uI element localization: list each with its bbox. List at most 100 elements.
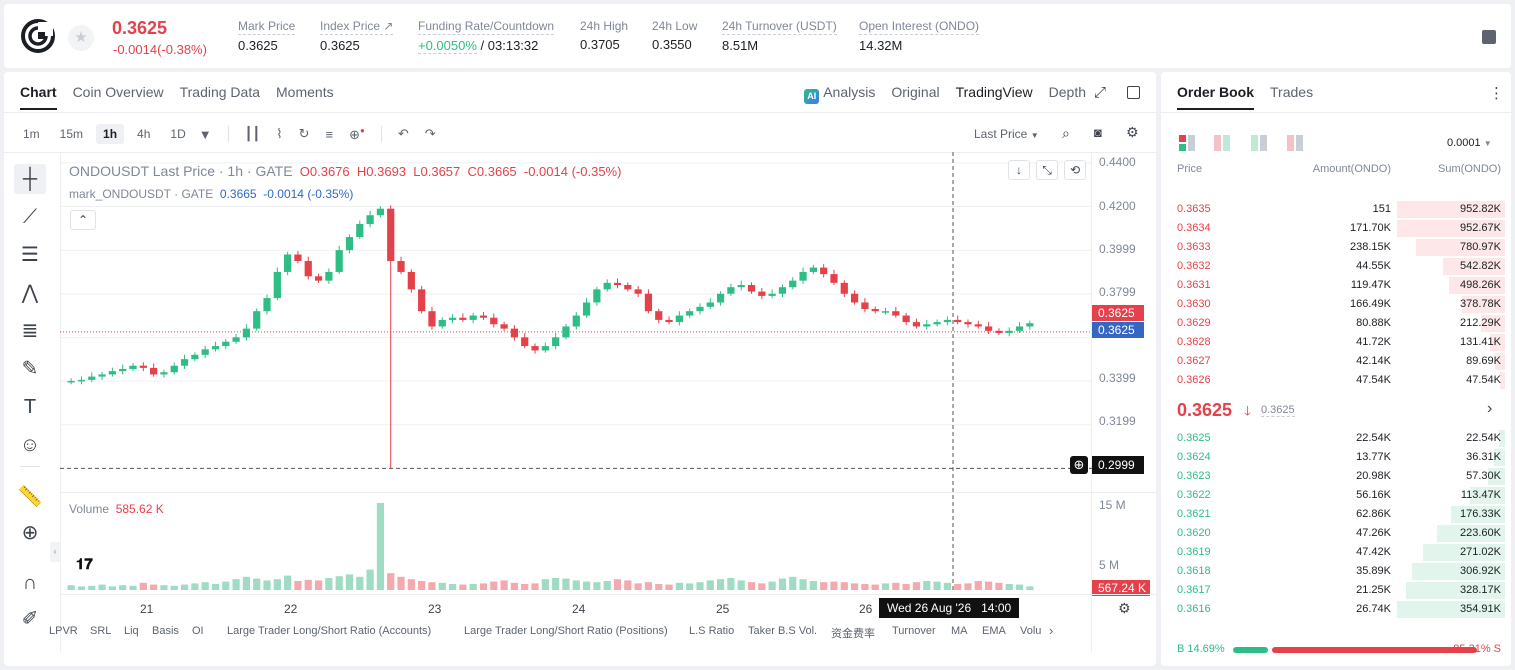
candlestick-chart[interactable] bbox=[60, 152, 1092, 592]
more-options-icon[interactable]: ⋮ bbox=[1489, 85, 1504, 102]
stat-label[interactable]: Funding Rate/Countdown bbox=[418, 19, 555, 35]
tab-tradingview[interactable]: TradingView bbox=[955, 84, 1033, 100]
timeframe-4h[interactable]: 4h bbox=[137, 127, 151, 141]
bid-row[interactable]: 0.3625 22.54K 22.54K bbox=[1161, 429, 1511, 448]
collapse-legend-button[interactable]: ⌃ bbox=[70, 210, 96, 230]
bid-row[interactable]: 0.3619 47.42K 271.02K bbox=[1161, 543, 1511, 562]
redo-icon[interactable]: ↷ bbox=[424, 126, 436, 141]
tab-coin-overview[interactable]: Coin Overview bbox=[72, 84, 164, 100]
tab-trading-data[interactable]: Trading Data bbox=[179, 84, 261, 100]
ask-row[interactable]: 0.3627 42.14K 89.69K bbox=[1161, 352, 1511, 371]
zoom-in-tool-icon[interactable]: ⊕ bbox=[21, 522, 39, 544]
indicator-ema[interactable]: EMA bbox=[982, 625, 1006, 637]
indicator-turnover[interactable]: Turnover bbox=[892, 625, 936, 637]
funding-rate-value[interactable]: +0.0050% bbox=[418, 38, 477, 54]
ruler-tool-icon[interactable]: 📏 bbox=[17, 486, 43, 508]
bid-row[interactable]: 0.3623 20.98K 57.30K bbox=[1161, 467, 1511, 486]
fullscreen-icon[interactable] bbox=[1127, 86, 1140, 99]
stat-label[interactable]: Open Interest (ONDO) bbox=[859, 19, 980, 35]
ask-row[interactable]: 0.3630 166.49K 378.78K bbox=[1161, 295, 1511, 314]
bid-row[interactable]: 0.3618 35.89K 306.92K bbox=[1161, 562, 1511, 581]
tab-original[interactable]: Original bbox=[891, 84, 940, 100]
tab-depth[interactable]: Depth bbox=[1048, 84, 1086, 100]
indicator-lpvr[interactable]: LPVR bbox=[49, 625, 78, 637]
indicator-lt-ratio-positions[interactable]: Large Trader Long/Short Ratio (Positions… bbox=[464, 625, 668, 637]
indicator-srl[interactable]: SRL bbox=[90, 625, 112, 637]
indicator-lt-ratio-accounts[interactable]: Large Trader Long/Short Ratio (Accounts) bbox=[227, 625, 432, 637]
timeframe-dropdown-icon[interactable]: ▼ bbox=[198, 126, 212, 142]
brush-tool-icon[interactable]: ✎ bbox=[21, 358, 39, 380]
emoji-tool-icon[interactable]: ☺ bbox=[19, 434, 41, 456]
chevron-right-icon[interactable]: › bbox=[1049, 623, 1054, 638]
indicators-icon[interactable]: ⌇ bbox=[276, 126, 283, 141]
gate-logo-icon[interactable] bbox=[20, 18, 56, 54]
tab-analysis[interactable]: AI Analysis bbox=[804, 84, 875, 104]
view-asks-icon[interactable] bbox=[1287, 135, 1303, 151]
ask-row[interactable]: 0.3628 41.72K 131.41K bbox=[1161, 333, 1511, 352]
timeframe-1h[interactable]: 1h bbox=[96, 124, 125, 144]
crosshair-tool-icon[interactable]: ┼ bbox=[14, 164, 46, 194]
indicator-volume[interactable]: Volu bbox=[1020, 625, 1042, 637]
indicator-ls-ratio[interactable]: L.S Ratio bbox=[689, 625, 735, 637]
expand-icon[interactable]: ⤢ bbox=[1094, 84, 1107, 101]
indicator-ma[interactable]: MA bbox=[951, 625, 968, 637]
indicator-basis[interactable]: Basis bbox=[152, 625, 179, 637]
ask-row[interactable]: 0.3631 119.47K 498.26K bbox=[1161, 276, 1511, 295]
view-both-icon[interactable] bbox=[1179, 135, 1195, 151]
ask-row[interactable]: 0.3632 44.55K 542.82K bbox=[1161, 257, 1511, 276]
search-icon[interactable]: ⌕ bbox=[1062, 125, 1070, 141]
view-bids-icon[interactable] bbox=[1251, 135, 1267, 151]
bid-row[interactable]: 0.3621 62.86K 176.33K bbox=[1161, 505, 1511, 524]
tab-order-book[interactable]: Order Book bbox=[1177, 84, 1255, 110]
ask-row[interactable]: 0.3634 171.70K 952.67K bbox=[1161, 219, 1511, 238]
indicator-taker-bs-vol[interactable]: Taker B.S Vol. bbox=[748, 625, 818, 637]
add-alert-icon[interactable]: ⊕● bbox=[349, 125, 365, 142]
timeframe-15m[interactable]: 15m bbox=[59, 127, 84, 141]
ask-row[interactable]: 0.3635 151 952.82K bbox=[1161, 200, 1511, 219]
bid-row[interactable]: 0.3620 47.26K 223.60K bbox=[1161, 524, 1511, 543]
stat-label[interactable]: Index Price ↗ bbox=[320, 19, 394, 35]
reset-button[interactable]: ⟲ bbox=[1064, 160, 1086, 180]
candle-type-icon[interactable]: ┃┃ bbox=[244, 126, 261, 141]
bid-row[interactable]: 0.3617 21.25K 328.17K bbox=[1161, 581, 1511, 600]
timeframe-1d[interactable]: 1D bbox=[170, 127, 186, 141]
guide-book-icon[interactable] bbox=[1482, 30, 1496, 44]
stat-label[interactable]: 24h Turnover (USDT) bbox=[722, 19, 837, 35]
tab-chart[interactable]: Chart bbox=[20, 84, 57, 110]
magnet-tool-icon[interactable]: ∩ bbox=[22, 572, 38, 594]
text-tool-icon[interactable]: T bbox=[23, 396, 37, 418]
tab-moments[interactable]: Moments bbox=[276, 84, 334, 100]
settings-gear-icon[interactable]: ⚙ bbox=[1126, 124, 1139, 140]
collapse-toolbar-icon[interactable]: ‹ bbox=[50, 542, 60, 562]
bid-row[interactable]: 0.3616 26.74K 354.91K bbox=[1161, 600, 1511, 619]
templates-icon[interactable]: ≡ bbox=[325, 126, 334, 142]
pattern-tool-icon[interactable]: ⋀ bbox=[21, 282, 39, 304]
indicator-liq[interactable]: Liq bbox=[124, 625, 139, 637]
camera-icon[interactable]: ◙ bbox=[1094, 125, 1102, 140]
price-type-select[interactable]: Last Price ▼ bbox=[974, 127, 1039, 141]
precision-select[interactable]: 0.0001 ▼ bbox=[1447, 137, 1492, 149]
chart-settings-icon[interactable]: ⚙ bbox=[1118, 600, 1131, 616]
mid-mark-price[interactable]: 0.3625 bbox=[1261, 404, 1295, 417]
bid-row[interactable]: 0.3624 13.77K 36.31K bbox=[1161, 448, 1511, 467]
ask-row[interactable]: 0.3629 80.88K 212.29K bbox=[1161, 314, 1511, 333]
pencil-lock-tool-icon[interactable]: ✐ bbox=[21, 608, 39, 630]
undo-icon[interactable]: ↶ bbox=[397, 126, 409, 141]
timeframe-1m[interactable]: 1m bbox=[23, 127, 40, 141]
stat-label[interactable]: Mark Price bbox=[238, 19, 296, 35]
scroll-down-button[interactable]: ↓ bbox=[1008, 160, 1030, 180]
chevron-right-icon[interactable]: › bbox=[1487, 400, 1493, 417]
indicator-funding-rate[interactable]: 资金费率 bbox=[831, 628, 875, 640]
bid-row[interactable]: 0.3622 56.16K 113.47K bbox=[1161, 486, 1511, 505]
fib-tool-icon[interactable]: ☰ bbox=[21, 244, 39, 266]
ask-row[interactable]: 0.3633 238.15K 780.97K bbox=[1161, 238, 1511, 257]
favorite-star-icon[interactable]: ★ bbox=[68, 25, 94, 51]
tab-trades[interactable]: Trades bbox=[1270, 84, 1314, 100]
trend-line-tool-icon[interactable]: ⟋ bbox=[23, 206, 37, 228]
indicator-oi[interactable]: OI bbox=[192, 625, 204, 637]
forecast-tool-icon[interactable]: ≣ bbox=[21, 320, 39, 342]
add-order-plus-icon[interactable]: ⊕ bbox=[1070, 456, 1088, 474]
compare-icon[interactable]: ↻ bbox=[298, 126, 310, 141]
collapse-button[interactable]: ⤡ bbox=[1036, 160, 1058, 180]
view-split-icon[interactable] bbox=[1214, 135, 1230, 151]
